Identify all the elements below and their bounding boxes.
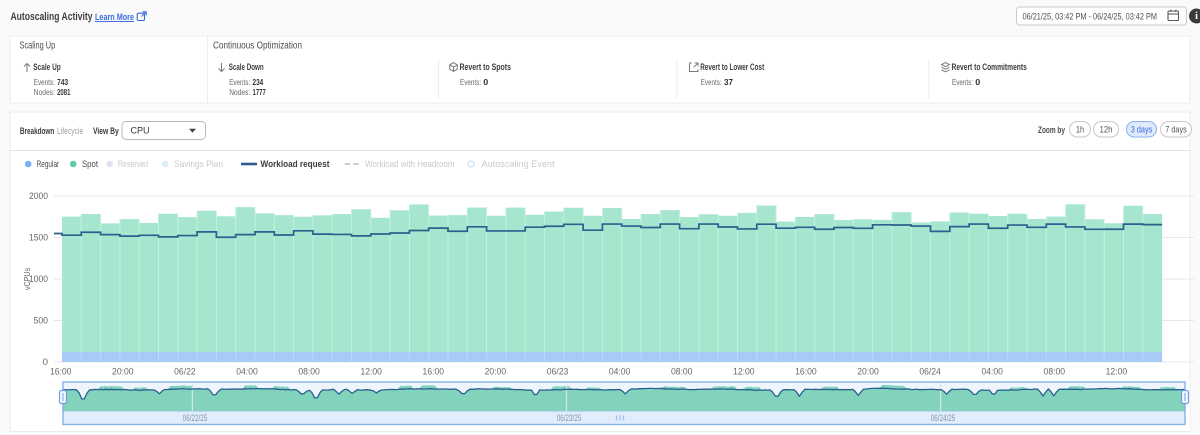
svg-text:Revert to Commitments: Revert to Commitments <box>952 62 1027 72</box>
svg-text:234: 234 <box>253 77 264 87</box>
svg-text:1h: 1h <box>1076 125 1084 135</box>
svg-text:16:00: 16:00 <box>423 367 445 378</box>
svg-text:0: 0 <box>975 77 980 87</box>
svg-text:0: 0 <box>483 77 488 87</box>
svg-text:Nodes:: Nodes: <box>34 87 55 97</box>
svg-text:Lifecycle: Lifecycle <box>57 126 83 137</box>
svg-text:2000: 2000 <box>29 191 48 201</box>
svg-text:Spot: Spot <box>82 159 98 169</box>
svg-text:Regular: Regular <box>37 159 60 169</box>
svg-text:06/23/25: 06/23/25 <box>557 413 582 423</box>
svg-text:04:00: 04:00 <box>981 367 1003 378</box>
svg-text:1500: 1500 <box>29 233 48 243</box>
svg-text:Events:: Events: <box>701 77 722 87</box>
svg-text:06/24: 06/24 <box>919 367 941 378</box>
svg-text:06/23: 06/23 <box>547 367 569 378</box>
svg-text:06/24/25: 06/24/25 <box>931 413 956 423</box>
svg-text:Revert to Spots: Revert to Spots <box>460 62 512 72</box>
svg-text:CPU: CPU <box>131 126 150 137</box>
svg-text:04:00: 04:00 <box>609 367 631 378</box>
svg-text:Autoscaling Activity: Autoscaling Activity <box>11 11 94 23</box>
svg-text:08:00: 08:00 <box>298 367 320 378</box>
svg-text:2081: 2081 <box>57 87 70 97</box>
svg-text:20:00: 20:00 <box>485 367 507 378</box>
svg-text:12:00: 12:00 <box>360 367 382 378</box>
svg-text:06/21/25, 03:42 PM - 06/24/25,: 06/21/25, 03:42 PM - 06/24/25, 03:42 PM <box>1023 12 1158 23</box>
svg-text:Scale Up: Scale Up <box>33 62 61 72</box>
svg-text:Breakdown: Breakdown <box>20 126 55 137</box>
svg-text:3 days: 3 days <box>1131 125 1153 135</box>
svg-text:7 days: 7 days <box>1165 125 1187 135</box>
svg-text:12:00: 12:00 <box>733 367 755 378</box>
svg-text:08:00: 08:00 <box>671 367 693 378</box>
svg-text:1777: 1777 <box>253 87 266 97</box>
svg-text:Continuous Optimization: Continuous Optimization <box>213 40 302 51</box>
svg-text:Events:: Events: <box>952 77 973 87</box>
svg-text:16:00: 16:00 <box>50 367 72 378</box>
svg-text:Scaling Up: Scaling Up <box>20 40 56 51</box>
svg-text:Reserved: Reserved <box>118 159 148 169</box>
svg-text:View By: View By <box>93 126 119 137</box>
svg-text:i: i <box>1195 11 1198 22</box>
svg-text:20:00: 20:00 <box>112 367 134 378</box>
svg-text:Nodes:: Nodes: <box>229 87 250 97</box>
svg-text:500: 500 <box>34 316 49 326</box>
svg-text:Scale Down: Scale Down <box>229 62 264 72</box>
svg-text:Learn More: Learn More <box>95 12 134 23</box>
svg-text:Workload request: Workload request <box>261 159 330 169</box>
svg-text:Events:: Events: <box>34 77 55 87</box>
svg-text:20:00: 20:00 <box>857 367 879 378</box>
svg-text:Events:: Events: <box>229 77 250 87</box>
svg-text:06/22/25: 06/22/25 <box>183 413 208 423</box>
svg-text:Events:: Events: <box>460 77 481 87</box>
svg-text:12h: 12h <box>1100 125 1113 135</box>
svg-text:743: 743 <box>57 77 68 87</box>
svg-text:08:00: 08:00 <box>1044 367 1066 378</box>
svg-text:37: 37 <box>724 77 733 87</box>
svg-text:1000: 1000 <box>29 274 48 284</box>
svg-text:12:00: 12:00 <box>1106 367 1128 378</box>
svg-text:Autoscaling Event: Autoscaling Event <box>482 159 556 169</box>
svg-text:Revert to Lower Cost: Revert to Lower Cost <box>700 62 764 72</box>
svg-text:0: 0 <box>43 357 49 367</box>
svg-text:vCPUs: vCPUs <box>22 268 32 290</box>
svg-text:04:00: 04:00 <box>236 367 258 378</box>
svg-text:Savings Plan: Savings Plan <box>174 159 223 169</box>
svg-text:Workload with Headroom: Workload with Headroom <box>365 159 455 169</box>
svg-text:Zoom by: Zoom by <box>1038 125 1065 136</box>
svg-text:06/22: 06/22 <box>174 367 196 378</box>
svg-text:16:00: 16:00 <box>795 367 817 378</box>
